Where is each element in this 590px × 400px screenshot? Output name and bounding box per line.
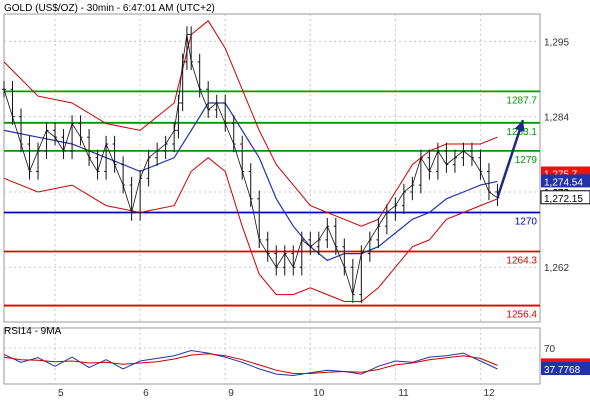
price-tag-box xyxy=(540,190,590,205)
x-tick-label: 12 xyxy=(483,388,495,399)
rsi-line xyxy=(3,349,498,377)
price-tag-box xyxy=(541,174,590,188)
level-label: 1264.3 xyxy=(506,256,537,267)
level-label: 1270 xyxy=(515,216,538,227)
x-tick-label: 11 xyxy=(398,388,409,399)
axes: 1,2951,2841,2731,2625691011121,275.71,27… xyxy=(58,37,590,399)
rsi-panel xyxy=(3,347,540,377)
price-series xyxy=(2,26,500,303)
projection-arrow xyxy=(496,119,525,199)
price-tag-label: 1,272.15 xyxy=(544,194,583,205)
y-tick-label: 1,262 xyxy=(544,263,569,274)
rsi-y-tick-label: 70 xyxy=(544,344,556,355)
x-tick-label: 6 xyxy=(143,388,149,399)
rsi-title: RSI14 - 9MA xyxy=(4,326,62,337)
rsi-ma-line xyxy=(3,353,498,374)
x-tick-label: 10 xyxy=(313,388,325,399)
price-line xyxy=(3,34,498,295)
rsi-tag-label: 37.7768 xyxy=(544,365,581,376)
rsi-tag-box xyxy=(541,362,590,376)
projection-arrow-shaft xyxy=(496,119,525,199)
level-label: 1279 xyxy=(515,155,538,166)
y-tick-label: 1,284 xyxy=(544,113,569,124)
level-label: 1256.4 xyxy=(506,310,537,321)
rsi-plot-frame xyxy=(3,327,541,385)
main-plot-frame xyxy=(3,13,541,323)
x-tick-label: 5 xyxy=(58,388,64,399)
projection-arrow-head xyxy=(514,120,525,132)
level-label: 1287.7 xyxy=(506,95,537,106)
x-tick-label: 9 xyxy=(228,388,234,399)
price-tag-label: 1,274.54 xyxy=(544,177,583,188)
level-label: 1283.1 xyxy=(506,127,537,138)
main-chart-title: GOLD (US$/OZ) - 30min - 6:47:01 AM (UTC+… xyxy=(4,3,215,14)
y-tick-label: 1,295 xyxy=(544,37,569,48)
grid xyxy=(3,13,541,385)
level-lines: 1287.7 1283.1 1279 1270 1264.3 1256.4 xyxy=(4,90,540,321)
